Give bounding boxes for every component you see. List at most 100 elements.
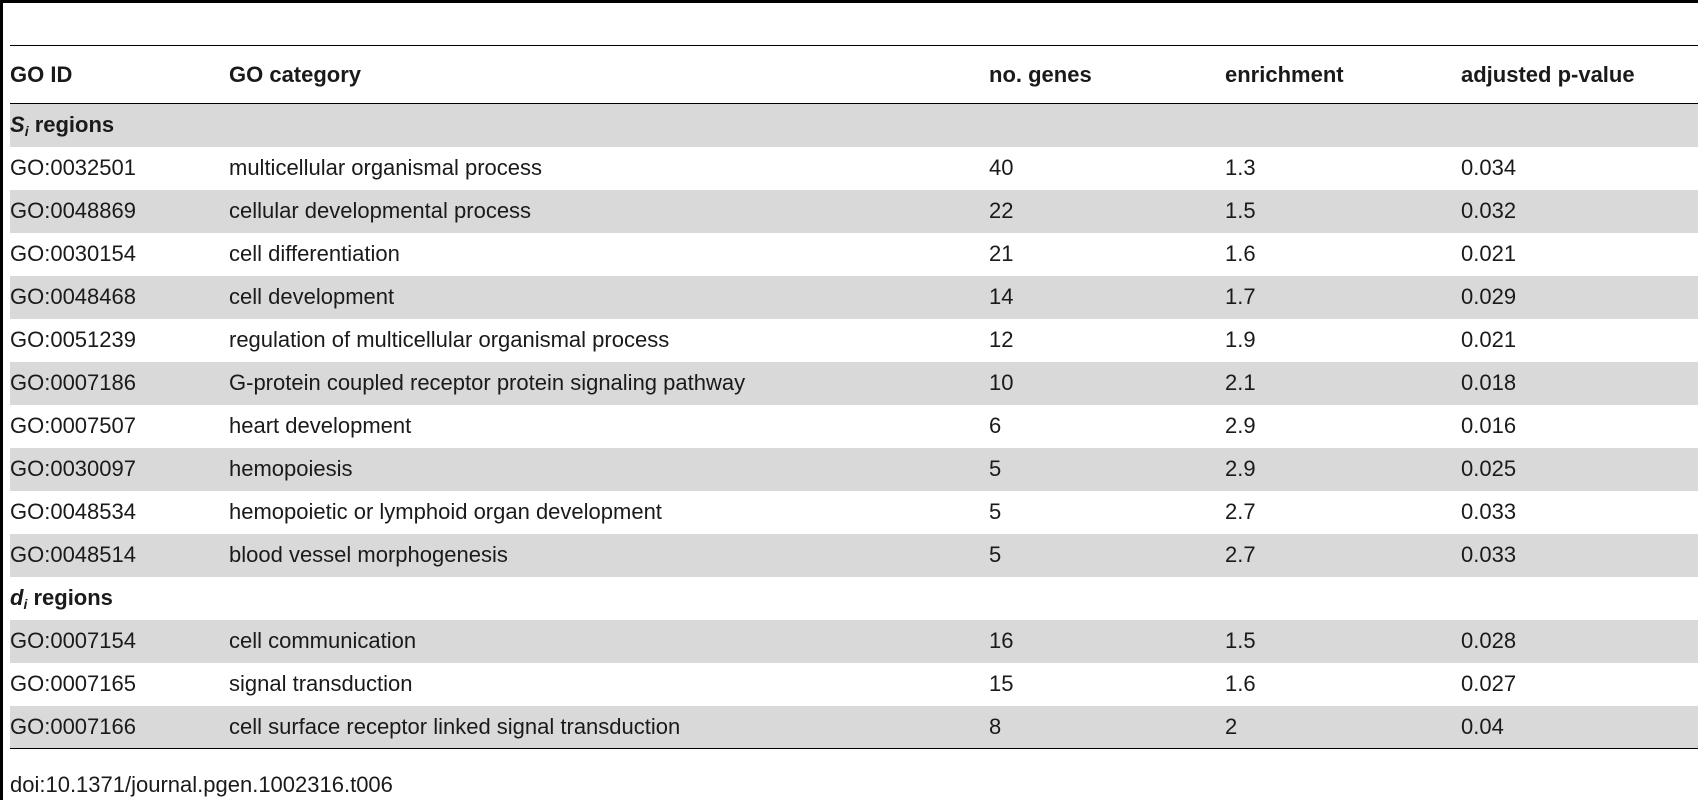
cell-adjusted-p-value: 0.025 xyxy=(1461,456,1517,481)
section-title-text: regions xyxy=(27,584,113,610)
header-go-id: GO ID xyxy=(10,46,229,104)
cell-enrichment: 1.7 xyxy=(1225,284,1256,309)
cell-adjusted-p-value: 0.033 xyxy=(1461,499,1517,524)
cell-go-id: GO:0048514 xyxy=(10,542,136,567)
table-row: GO:0048468 cell development 14 1.7 0.029 xyxy=(10,275,1698,319)
header-go-category: GO category xyxy=(229,46,989,104)
cell-go-id: GO:0007166 xyxy=(10,705,229,749)
table-row: GO:0048869 cellular developmental process… xyxy=(10,189,1698,233)
cell-go-id: GO:0048869 xyxy=(10,198,136,223)
cell-enrichment: 1.5 xyxy=(1225,198,1256,223)
table-row: GO:0030154 cell differentiation 21 1.6 0.021 xyxy=(10,233,1698,276)
table-row: GO:0007165 signal transduction 15 1.6 0.027 xyxy=(10,663,1698,706)
cell-go-id: GO:0007165 xyxy=(10,671,136,696)
cell-go-category: cell development xyxy=(229,284,395,309)
cell-go-category: regulation of multicellular organismal p… xyxy=(229,327,670,352)
section-title-text: regions xyxy=(28,111,115,137)
cell-enrichment: 2.7 xyxy=(1225,499,1256,524)
frame-left-border xyxy=(0,0,3,800)
section-title-subscript: i xyxy=(23,595,28,612)
cell-go-category: blood vessel morphogenesis xyxy=(229,542,508,567)
cell-no-genes: 6 xyxy=(989,413,1002,438)
cell-go-id: GO:0007186 xyxy=(10,370,136,395)
cell-adjusted-p-value: 0.018 xyxy=(1461,370,1517,395)
cell-adjusted-p-value: 0.033 xyxy=(1461,542,1517,567)
go-enrichment-table: GO ID GO category no. genes enrichment a… xyxy=(10,46,1698,749)
table-row: GO:0007186 G-protein coupled receptor pro… xyxy=(10,361,1698,405)
cell-go-category: signal transduction xyxy=(229,671,413,696)
section-title-subscript: i xyxy=(24,122,29,139)
cell-adjusted-p-value: 0.028 xyxy=(1461,628,1517,653)
table-row: GO:0007507 heart development 6 2.9 0.016 xyxy=(10,405,1698,448)
cell-go-id: GO:0048468 xyxy=(10,284,136,309)
cell-go-id: GO:0007507 xyxy=(10,413,136,438)
cell-adjusted-p-value: 0.027 xyxy=(1461,671,1517,696)
header-row: GO ID GO category no. genes enrichment a… xyxy=(10,46,1698,104)
cell-go-id: GO:0032501 xyxy=(10,155,136,180)
cell-go-category: cell surface receptor linked signal tran… xyxy=(229,705,989,749)
cell-enrichment: 1.3 xyxy=(1225,155,1256,180)
cell-enrichment: 1.6 xyxy=(1225,671,1256,696)
cell-no-genes: 22 xyxy=(989,198,1014,223)
cell-adjusted-p-value: 0.032 xyxy=(1461,198,1517,223)
table-row: GO:0030097 hemopoiesis 5 2.9 0.025 xyxy=(10,447,1698,491)
section-header-row: di regions xyxy=(10,577,1698,620)
cell-go-id: GO:0030154 xyxy=(10,241,136,266)
section-title: Si regions xyxy=(10,104,1698,147)
cell-go-id: GO:0030097 xyxy=(10,456,136,481)
cell-go-category: heart development xyxy=(229,413,412,438)
cell-no-genes: 15 xyxy=(989,671,1014,696)
header-no-genes: no. genes xyxy=(989,46,1225,104)
cell-go-category: cellular developmental process xyxy=(229,198,532,223)
cell-adjusted-p-value: 0.04 xyxy=(1461,705,1698,749)
table-header: GO ID GO category no. genes enrichment a… xyxy=(10,46,1698,104)
cell-no-genes: 40 xyxy=(989,155,1014,180)
cell-no-genes: 5 xyxy=(989,499,1002,524)
cell-go-category: hemopoiesis xyxy=(229,456,353,481)
cell-enrichment: 2 xyxy=(1225,705,1461,749)
cell-adjusted-p-value: 0.034 xyxy=(1461,155,1517,180)
cell-no-genes: 16 xyxy=(989,628,1014,653)
table-row: GO:0048534 hemopoietic or lymphoid organ … xyxy=(10,491,1698,534)
cell-adjusted-p-value: 0.021 xyxy=(1461,241,1517,266)
cell-no-genes: 21 xyxy=(989,241,1014,266)
table-top-rule xyxy=(10,45,1698,46)
cell-go-category: G-protein coupled receptor protein signa… xyxy=(229,370,746,395)
cell-adjusted-p-value: 0.016 xyxy=(1461,413,1517,438)
cell-enrichment: 2.7 xyxy=(1225,542,1256,567)
frame-top-border xyxy=(0,0,1698,3)
cell-enrichment: 2.9 xyxy=(1225,456,1256,481)
section-title-variable: S xyxy=(10,111,25,137)
cell-go-id: GO:0007154 xyxy=(10,628,136,653)
cell-go-id: GO:0051239 xyxy=(10,327,136,352)
table-row: GO:0007154 cell communication 16 1.5 0.028 xyxy=(10,619,1698,663)
cell-go-category: multicellular organismal process xyxy=(229,155,543,180)
section-title: di regions xyxy=(10,577,1698,620)
table-body: Si regions GO:0032501 multicellular organi… xyxy=(10,103,1698,749)
cell-adjusted-p-value: 0.029 xyxy=(1461,284,1517,309)
cell-enrichment: 1.5 xyxy=(1225,628,1256,653)
cell-go-category: cell communication xyxy=(229,628,417,653)
cell-no-genes: 10 xyxy=(989,370,1014,395)
header-adjusted-p-value: adjusted p-value xyxy=(1461,46,1698,104)
table-row: GO:0007166 cell surface receptor linked s… xyxy=(10,705,1698,749)
header-enrichment: enrichment xyxy=(1225,46,1461,104)
table-row: GO:0048514 blood vessel morphogenesis 5 2.7… xyxy=(10,533,1698,577)
cell-go-category: cell differentiation xyxy=(229,241,400,266)
cell-go-id: GO:0048534 xyxy=(10,499,136,524)
section-title-variable: d xyxy=(10,584,24,610)
cell-enrichment: 2.1 xyxy=(1225,370,1256,395)
cell-no-genes: 8 xyxy=(989,705,1225,749)
cell-enrichment: 1.9 xyxy=(1225,327,1256,352)
cell-enrichment: 2.9 xyxy=(1225,413,1256,438)
cell-no-genes: 5 xyxy=(989,456,1002,481)
cell-enrichment: 1.6 xyxy=(1225,241,1256,266)
cell-no-genes: 5 xyxy=(989,542,1002,567)
table-row: GO:0032501 multicellular organismal proce… xyxy=(10,147,1698,190)
cell-no-genes: 14 xyxy=(989,284,1014,309)
cell-adjusted-p-value: 0.021 xyxy=(1461,327,1517,352)
cell-go-category: hemopoietic or lymphoid organ developmen… xyxy=(229,499,662,524)
section-header-row: Si regions xyxy=(10,103,1698,147)
table-row: GO:0051239 regulation of multicellular or… xyxy=(10,319,1698,362)
cell-no-genes: 12 xyxy=(989,327,1014,352)
